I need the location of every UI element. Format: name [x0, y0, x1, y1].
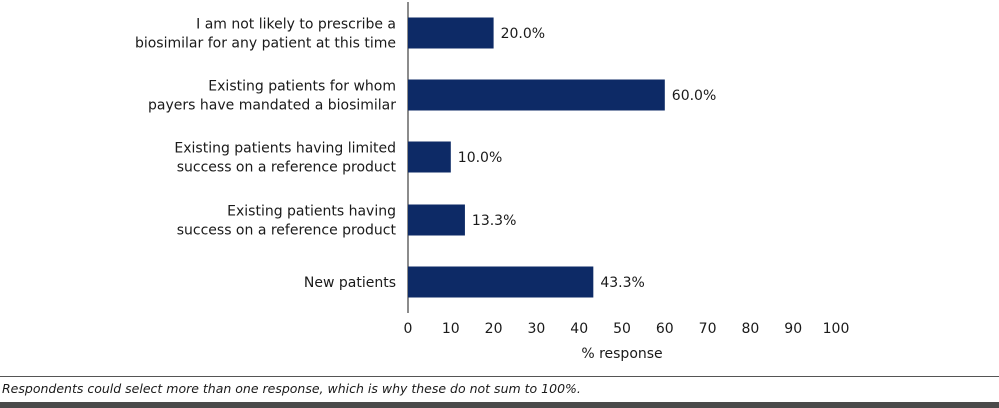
x-tick-label-6: 60	[656, 321, 674, 337]
data-label-4: 43.3%	[600, 275, 644, 291]
footnote: Respondents could select more than one r…	[2, 381, 581, 396]
x-tick-label-4: 40	[570, 321, 588, 337]
category-label-2-1: success on a reference product	[177, 160, 397, 176]
data-label-2: 10.0%	[458, 150, 502, 166]
category-label-4-0: New patients	[304, 275, 396, 291]
data-label-0: 20.0%	[501, 26, 545, 42]
x-tick-label-8: 80	[741, 321, 759, 337]
x-tick-label-10: 100	[823, 321, 850, 337]
x-tick-label-0: 0	[404, 321, 413, 337]
category-label-3-0: Existing patients having	[227, 204, 396, 220]
footnote-divider	[0, 376, 999, 377]
data-label-3: 13.3%	[472, 213, 516, 229]
bar-3	[408, 204, 465, 236]
bar-0	[408, 17, 494, 49]
bar-4	[408, 266, 594, 298]
bar-1	[408, 79, 665, 111]
data-label-1: 60.0%	[672, 88, 716, 104]
category-label-3-1: success on a reference product	[177, 223, 397, 239]
bar-2	[408, 141, 451, 173]
category-label-1-0: Existing patients for whom	[208, 79, 396, 95]
x-tick-label-7: 70	[699, 321, 717, 337]
category-label-0-0: I am not likely to prescribe a	[196, 17, 396, 33]
category-label-2-0: Existing patients having limited	[174, 141, 396, 157]
bottom-bar	[0, 402, 999, 408]
x-tick-label-5: 50	[613, 321, 631, 337]
category-label-1-1: payers have mandated a biosimilar	[148, 98, 396, 114]
x-tick-label-9: 90	[784, 321, 802, 337]
x-tick-label-1: 10	[442, 321, 460, 337]
x-axis-title: % response	[581, 346, 662, 362]
category-label-0-1: biosimilar for any patient at this time	[135, 36, 396, 52]
bar-chart: 20.0% I am not likely to prescribe a biosi…	[135, 2, 850, 362]
x-tick-label-3: 30	[527, 321, 545, 337]
x-tick-label-2: 20	[485, 321, 503, 337]
